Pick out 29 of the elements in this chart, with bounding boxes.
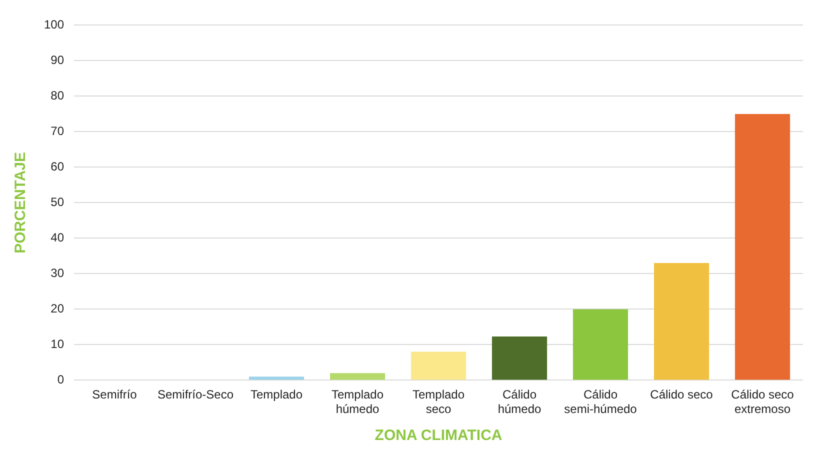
bar: [330, 373, 386, 380]
y-tick-label: 80: [50, 88, 64, 103]
bar: [572, 309, 628, 380]
y-tick-label: 60: [50, 160, 64, 174]
x-tick-label: Semifrío-Seco: [158, 388, 234, 402]
y-tick-label: 50: [50, 195, 64, 210]
y-tick-label: 90: [50, 53, 64, 68]
x-tick-label: Cálido seco: [650, 388, 714, 402]
y-tick-label: 0: [57, 372, 64, 387]
x-tick-label: Templado húmedo: [331, 388, 384, 416]
y-tick-label: 100: [44, 18, 64, 32]
y-tick-label: 20: [50, 302, 64, 316]
x-tick-label: Cálido seco extremoso: [731, 388, 794, 416]
bar: [654, 263, 710, 380]
x-axis-title: ZONA CLIMATICA: [374, 427, 502, 444]
x-tick-label: Semifrío: [92, 388, 138, 402]
y-tick-label: 10: [50, 337, 64, 352]
x-tick-label: Templado seco: [412, 388, 465, 416]
x-tick-label: Cálido semi-húmedo: [564, 388, 638, 416]
x-tick-label: Templado: [250, 388, 303, 402]
y-axis-title: PORCENTAJE: [12, 152, 30, 254]
y-tick-label: 70: [50, 124, 64, 138]
bar: [410, 352, 466, 380]
bar: [734, 114, 790, 380]
bar: [492, 336, 548, 380]
bar: [248, 376, 304, 380]
x-tick-label: Cálido húmedo: [498, 388, 542, 416]
y-tick-label: 30: [50, 266, 64, 280]
y-tick-label: 40: [50, 230, 64, 245]
